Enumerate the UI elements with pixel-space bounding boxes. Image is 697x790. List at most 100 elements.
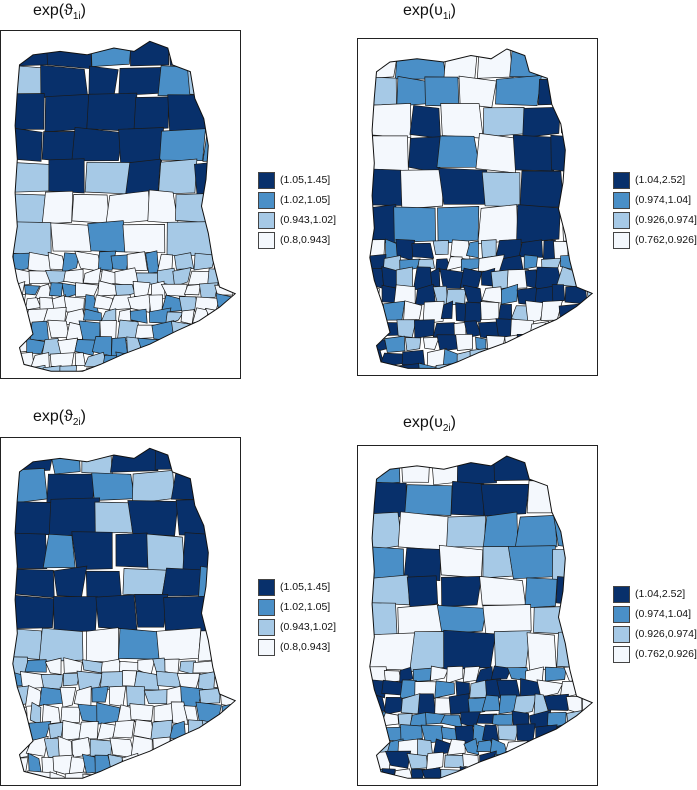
- district-region: [590, 103, 593, 139]
- district-region: [132, 771, 157, 779]
- district-region: [471, 367, 496, 369]
- district-region: [59, 686, 77, 708]
- district-region: [438, 544, 484, 579]
- legend-swatch: [613, 626, 630, 643]
- district-region: [12, 720, 28, 739]
- district-region: [204, 594, 236, 633]
- legend-label: (0.8,0.943]: [280, 641, 331, 653]
- district-region: [199, 282, 219, 299]
- district-region: [563, 666, 585, 682]
- district-region: [204, 307, 232, 324]
- district-region: [584, 336, 593, 352]
- legend-swatch: [258, 619, 275, 636]
- district-region: [369, 168, 405, 206]
- district-region: [64, 771, 86, 779]
- district-region: [49, 771, 65, 779]
- district-region: [48, 282, 63, 297]
- ghana-district-map: [369, 48, 594, 369]
- district-region: [524, 349, 540, 367]
- legend-swatch: [613, 646, 630, 663]
- district-region: [223, 64, 236, 99]
- district-region: [159, 128, 206, 162]
- district-region: [446, 665, 464, 684]
- district-region: [570, 766, 591, 779]
- legend-label: (0.8,0.943]: [280, 234, 331, 246]
- district-region: [166, 221, 217, 257]
- district-region: [78, 721, 99, 740]
- district-region: [180, 309, 195, 325]
- district-region: [480, 239, 497, 259]
- district-region: [112, 719, 135, 739]
- district-region: [40, 64, 89, 98]
- district-region: [569, 333, 589, 355]
- district-region: [480, 301, 500, 321]
- district-region: [61, 252, 80, 273]
- legend-label: (0.762,0.926]: [635, 648, 697, 660]
- district-region: [448, 693, 470, 715]
- district-region: [42, 533, 76, 569]
- district-region: [146, 533, 185, 572]
- district-region: [71, 531, 113, 570]
- district-region: [566, 710, 587, 726]
- district-region: [215, 293, 236, 312]
- district-region: [537, 334, 556, 352]
- district-region: [588, 169, 593, 209]
- district-region: [171, 770, 185, 779]
- district-region: [506, 269, 529, 290]
- district-region: [536, 679, 564, 698]
- district-region: [88, 65, 119, 96]
- district-region: [129, 41, 170, 67]
- district-region: [445, 256, 463, 271]
- district-region: [486, 335, 506, 355]
- district-region: [578, 348, 593, 369]
- district-region: [194, 160, 229, 196]
- district-region: [559, 349, 583, 367]
- district-region: [50, 222, 92, 252]
- district-region: [369, 319, 386, 339]
- district-region: [12, 64, 44, 99]
- map-title: exp(υ1i): [403, 2, 456, 23]
- legend-swatch: [258, 212, 275, 229]
- district-region: [218, 323, 232, 341]
- district-region: [404, 484, 453, 516]
- district-region: [106, 773, 124, 779]
- legend-swatch: [258, 579, 275, 596]
- district-region: [134, 593, 169, 628]
- district-region: [85, 570, 122, 600]
- district-region: [110, 254, 130, 271]
- district-region: [584, 724, 593, 744]
- district-region: [403, 547, 442, 581]
- district-region: [443, 629, 496, 671]
- district-region: [162, 368, 181, 372]
- legend-label: (1.02,1.05]: [280, 601, 331, 613]
- district-region: [234, 353, 236, 370]
- district-region: [397, 604, 444, 637]
- district-region: [44, 93, 91, 133]
- district-region: [564, 285, 588, 305]
- district-region: [568, 240, 583, 261]
- district-region: [380, 365, 404, 369]
- district-region: [154, 448, 192, 470]
- district-region: [537, 79, 577, 106]
- district-region: [571, 751, 588, 767]
- district-region: [126, 251, 148, 272]
- district-region: [580, 319, 593, 336]
- district-region: [170, 471, 210, 501]
- district-region: [122, 224, 166, 254]
- district-region: [589, 256, 593, 272]
- district-region: [174, 252, 195, 270]
- district-region: [208, 739, 227, 758]
- district-region: [399, 362, 422, 369]
- district-region: [533, 605, 577, 635]
- legend-label: (0.974,1.04]: [635, 608, 692, 620]
- district-region: [515, 752, 536, 772]
- district-region: [227, 254, 236, 272]
- district-region: [537, 349, 562, 364]
- legend-label: (0.926,0.974]: [635, 214, 697, 226]
- district-region: [432, 240, 449, 255]
- district-region: [95, 594, 138, 631]
- district-region: [215, 338, 235, 357]
- district-region: [562, 319, 585, 341]
- district-region: [381, 300, 406, 321]
- district-region: [211, 224, 236, 253]
